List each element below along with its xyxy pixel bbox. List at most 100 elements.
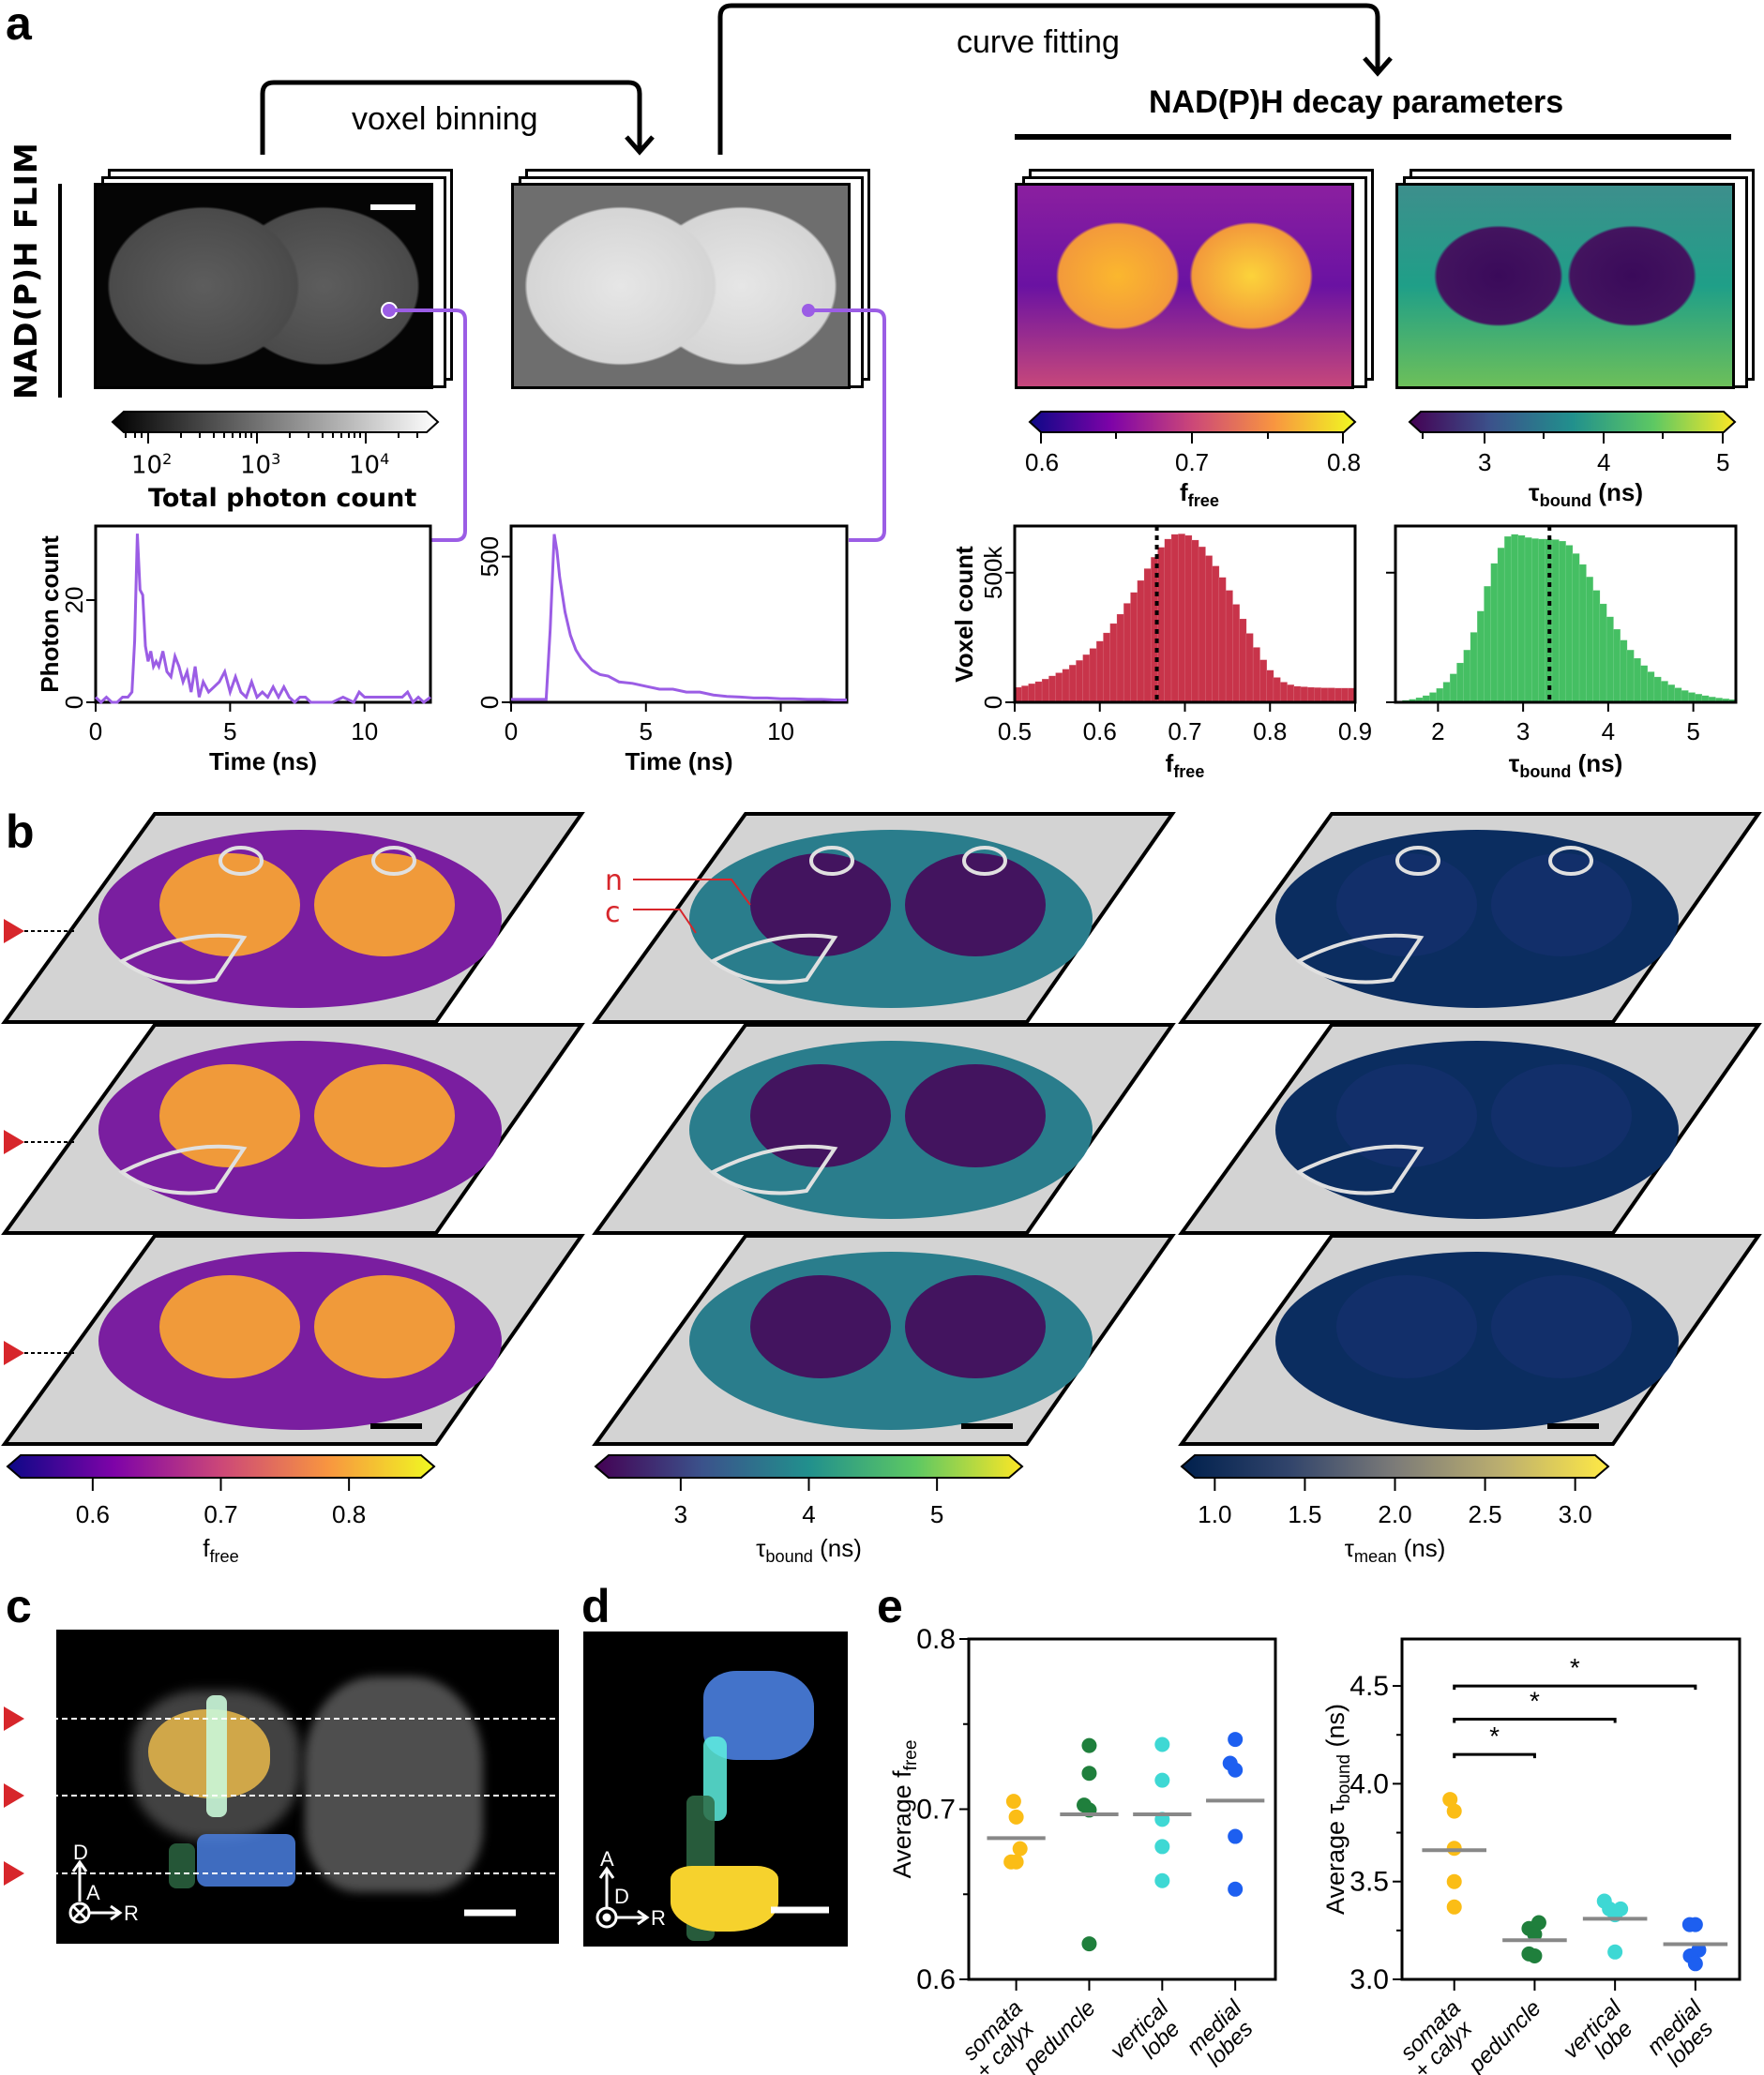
y-axis-label: Average ffree	[888, 1740, 921, 1879]
histogram-bar	[1239, 618, 1247, 703]
data-point	[1228, 1828, 1244, 1844]
data-point	[1446, 1873, 1462, 1889]
data-point	[1613, 1901, 1629, 1917]
x-tick-label: 10	[767, 717, 794, 745]
lobe-right	[314, 853, 455, 956]
roi-outline	[371, 846, 416, 876]
panel-b-slices	[1, 812, 1762, 1446]
histogram-bar	[1640, 665, 1649, 703]
histogram-bar	[1687, 692, 1696, 703]
data-point	[1081, 1737, 1097, 1753]
x-axis-label: ffree	[1166, 749, 1205, 781]
tau-a-tick-1: 4	[1597, 448, 1611, 476]
scale-bar	[370, 204, 415, 210]
histogram-bar	[1586, 576, 1594, 703]
histogram-bar	[1442, 682, 1451, 703]
data-point	[1527, 1927, 1543, 1943]
tau-a-label: τbound (ns)	[1529, 478, 1644, 511]
histogram-bar	[1306, 686, 1315, 703]
tau-colorbar-a	[1408, 411, 1737, 444]
colorbar-label: τmean (ns)	[1344, 1534, 1446, 1567]
annotation-c: c	[605, 896, 621, 929]
data-point	[1442, 1792, 1458, 1808]
colorbar-tick-label: 0.8	[332, 1500, 367, 1528]
binning-bracket	[260, 80, 642, 155]
histogram-bar	[1143, 568, 1152, 703]
x-tick-label: 0.7	[1168, 717, 1201, 745]
x-axis-label: Time (ns)	[625, 747, 732, 775]
decay-trace	[94, 534, 431, 705]
x-tick-label: 0	[89, 717, 102, 745]
slice-1-1	[592, 1023, 1176, 1235]
data-point	[1154, 1839, 1170, 1855]
photon-colorbar-ticks	[125, 432, 418, 444]
x-tick-label: 0	[505, 717, 518, 745]
slice-marker-icon	[4, 1861, 24, 1886]
histogram-bar	[1164, 538, 1172, 703]
panel-label-c: c	[6, 1580, 32, 1632]
histogram-bar	[1273, 677, 1281, 703]
roi-outline	[118, 933, 248, 985]
histogram-bar	[1245, 633, 1254, 703]
y-axis-label: Voxel count	[950, 546, 978, 683]
curve-fitting-label: curve fitting	[957, 24, 1120, 60]
significance-star: *	[1489, 1722, 1500, 1751]
x-axis-label: τbound (ns)	[1509, 749, 1622, 781]
histogram-bar	[1660, 681, 1668, 703]
lobe-left	[750, 853, 891, 956]
ffree-colorbar-a	[1028, 411, 1357, 444]
data-point	[1081, 1766, 1097, 1782]
histogram-bar	[1633, 657, 1641, 703]
peduncle-region	[169, 1843, 195, 1888]
histogram-bar	[1497, 547, 1505, 703]
histogram-bar	[1068, 664, 1077, 703]
colorbar-tick-label: 0.7	[204, 1500, 238, 1528]
scale-bar	[1547, 1423, 1599, 1429]
roi-outline	[709, 1144, 838, 1195]
tau-bound-map-stack	[1395, 169, 1755, 389]
panel-label-e: e	[877, 1580, 903, 1632]
plot-frame	[94, 524, 432, 704]
histogram-bar	[1320, 687, 1329, 703]
ffree-a-tick-1: 0.7	[1175, 448, 1210, 476]
histogram-bar	[1028, 683, 1036, 703]
histogram-bar	[1041, 678, 1049, 703]
roi-outline	[219, 846, 264, 876]
ffree-a-label: ffree	[1180, 478, 1220, 511]
data-point	[1154, 1772, 1170, 1788]
histogram-bar	[1191, 539, 1199, 703]
plot-frame	[967, 1637, 1277, 1981]
lobe-left	[1336, 853, 1477, 956]
histogram-bar	[1212, 565, 1220, 703]
histogram-bar	[1599, 603, 1607, 703]
histogram-bar	[1476, 610, 1485, 703]
colorbar-2	[1180, 1454, 1610, 1479]
lobe-right	[905, 853, 1046, 956]
photon-colorbar-label: Total photon count	[148, 484, 417, 513]
ffree-map-image	[1015, 183, 1354, 389]
tau-bound-histogram-chart: 2 3 4 5 τbound (ns)	[1386, 524, 1738, 781]
histogram-bar	[1558, 540, 1567, 703]
histogram-bar	[1218, 577, 1227, 703]
histogram-bar	[1048, 675, 1057, 703]
data-point	[1154, 1737, 1170, 1752]
histogram-bar	[1116, 613, 1124, 703]
decay-trace	[511, 534, 847, 702]
ffree-map-stack	[1015, 169, 1374, 389]
lobe-left	[750, 1064, 891, 1167]
pointer-c	[633, 909, 697, 934]
histogram-bar	[1089, 648, 1097, 703]
histogram-bar	[1300, 686, 1308, 703]
colorbar-tick-label: 2.5	[1468, 1500, 1502, 1528]
panel-d-overlay: A D R	[596, 1847, 829, 1930]
histogram-bar	[1592, 590, 1601, 703]
params-header: NAD(P)H decay parameters	[1149, 84, 1564, 120]
right-mb-shadow	[305, 1677, 483, 1892]
data-point	[1687, 1956, 1703, 1972]
flow-arrows	[260, 3, 1731, 156]
lobe-right	[905, 1275, 1046, 1378]
roi-outline	[1548, 846, 1593, 876]
histogram-bar	[1137, 579, 1145, 703]
histogram-bar	[1327, 687, 1335, 703]
